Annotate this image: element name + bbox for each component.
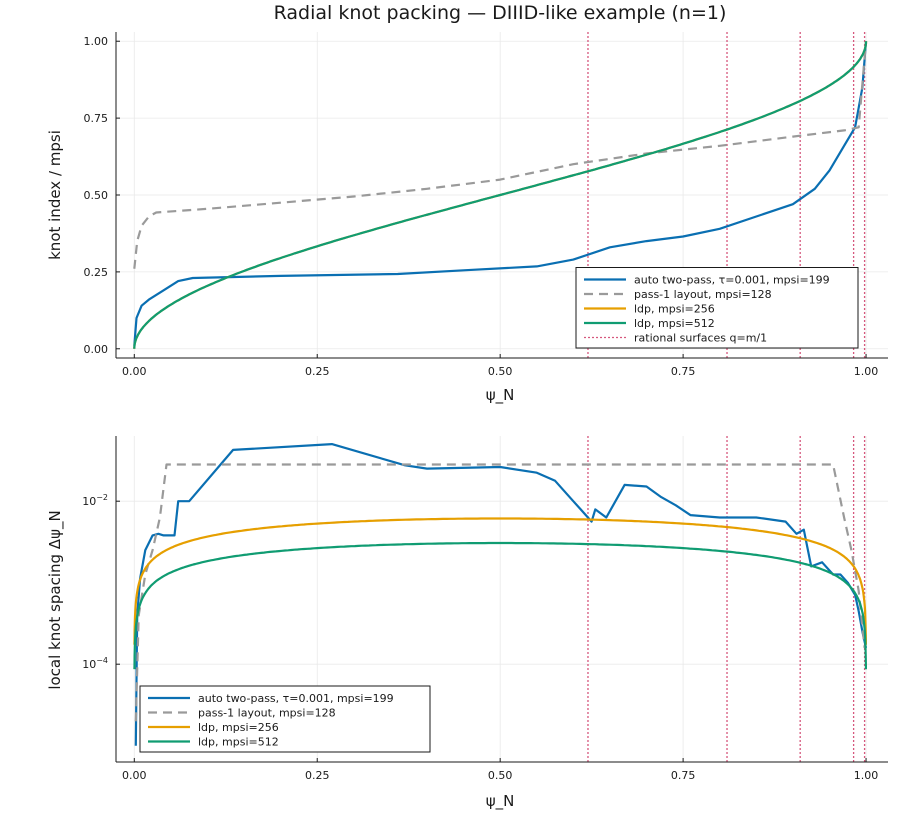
x-tick-label: 0.50 bbox=[488, 769, 513, 782]
legend: auto two-pass, τ=0.001, mpsi=199 pass-1 l… bbox=[139, 685, 431, 753]
y-axis-label: knot index / mpsi bbox=[46, 130, 64, 260]
x-tick-label: 0.25 bbox=[305, 365, 330, 378]
series-line bbox=[133, 41, 868, 269]
legend-label: pass-1 layout, mpsi=128 bbox=[198, 707, 336, 720]
series-line bbox=[134, 443, 868, 746]
x-tick-label: 0.00 bbox=[122, 769, 147, 782]
legend-label: rational surfaces q=m/1 bbox=[634, 332, 767, 345]
figure-title: Radial knot packing — DIIID-like example… bbox=[274, 2, 727, 24]
legend-label: ldp, mpsi=256 bbox=[634, 303, 715, 316]
y-tick-label: 0.75 bbox=[84, 112, 109, 125]
y-tick-label: 0.25 bbox=[84, 266, 109, 279]
panel-knot-spacing: 0.00 0.25 0.50 0.75 1.00 10−4 10−2 ψ_N local k… bbox=[46, 436, 888, 811]
x-tick-label: 1.00 bbox=[854, 769, 879, 782]
legend-label: ldp, mpsi=256 bbox=[198, 721, 279, 734]
tick-labels: 0.00 0.25 0.50 0.75 1.00 10−4 10−2 bbox=[82, 493, 878, 782]
y-tick-label: 1.00 bbox=[84, 35, 109, 48]
x-tick-label: 0.00 bbox=[122, 365, 147, 378]
legend-label: ldp, mpsi=512 bbox=[198, 736, 279, 749]
legend-label: ldp, mpsi=512 bbox=[634, 317, 715, 330]
x-tick-label: 0.25 bbox=[305, 769, 330, 782]
x-axis-label: ψ_N bbox=[486, 792, 515, 811]
x-tick-label: 1.00 bbox=[854, 365, 879, 378]
y-tick-label: 10−4 bbox=[82, 656, 108, 671]
x-tick-label: 0.50 bbox=[488, 365, 513, 378]
series-group bbox=[133, 41, 868, 349]
series-line bbox=[133, 41, 868, 346]
grid bbox=[116, 436, 888, 762]
panel-knot-index: 0.00 0.25 0.50 0.75 1.00 0.00 0.25 0.50 0.75 1.00… bbox=[46, 32, 888, 405]
y-tick-label: 10−2 bbox=[82, 493, 108, 508]
legend-label: auto two-pass, τ=0.001, mpsi=199 bbox=[198, 692, 394, 705]
x-axis-label: ψ_N bbox=[486, 386, 515, 405]
series-line bbox=[133, 517, 867, 645]
x-tick-label: 0.75 bbox=[671, 365, 696, 378]
series-line bbox=[133, 41, 868, 349]
series-line bbox=[134, 463, 866, 722]
tick-labels: 0.00 0.25 0.50 0.75 1.00 0.00 0.25 0.50 0.75 1.00 bbox=[84, 35, 879, 378]
x-tick-label: 0.75 bbox=[671, 769, 696, 782]
series-line bbox=[133, 541, 867, 670]
series-group bbox=[133, 443, 868, 746]
legend-label: auto two-pass, τ=0.001, mpsi=199 bbox=[634, 274, 830, 287]
y-axis-label: local knot spacing Δψ_N bbox=[46, 510, 65, 689]
y-tick-label: 0.50 bbox=[84, 189, 109, 202]
y-tick-label: 0.00 bbox=[84, 343, 109, 356]
legend-label: pass-1 layout, mpsi=128 bbox=[634, 288, 772, 301]
